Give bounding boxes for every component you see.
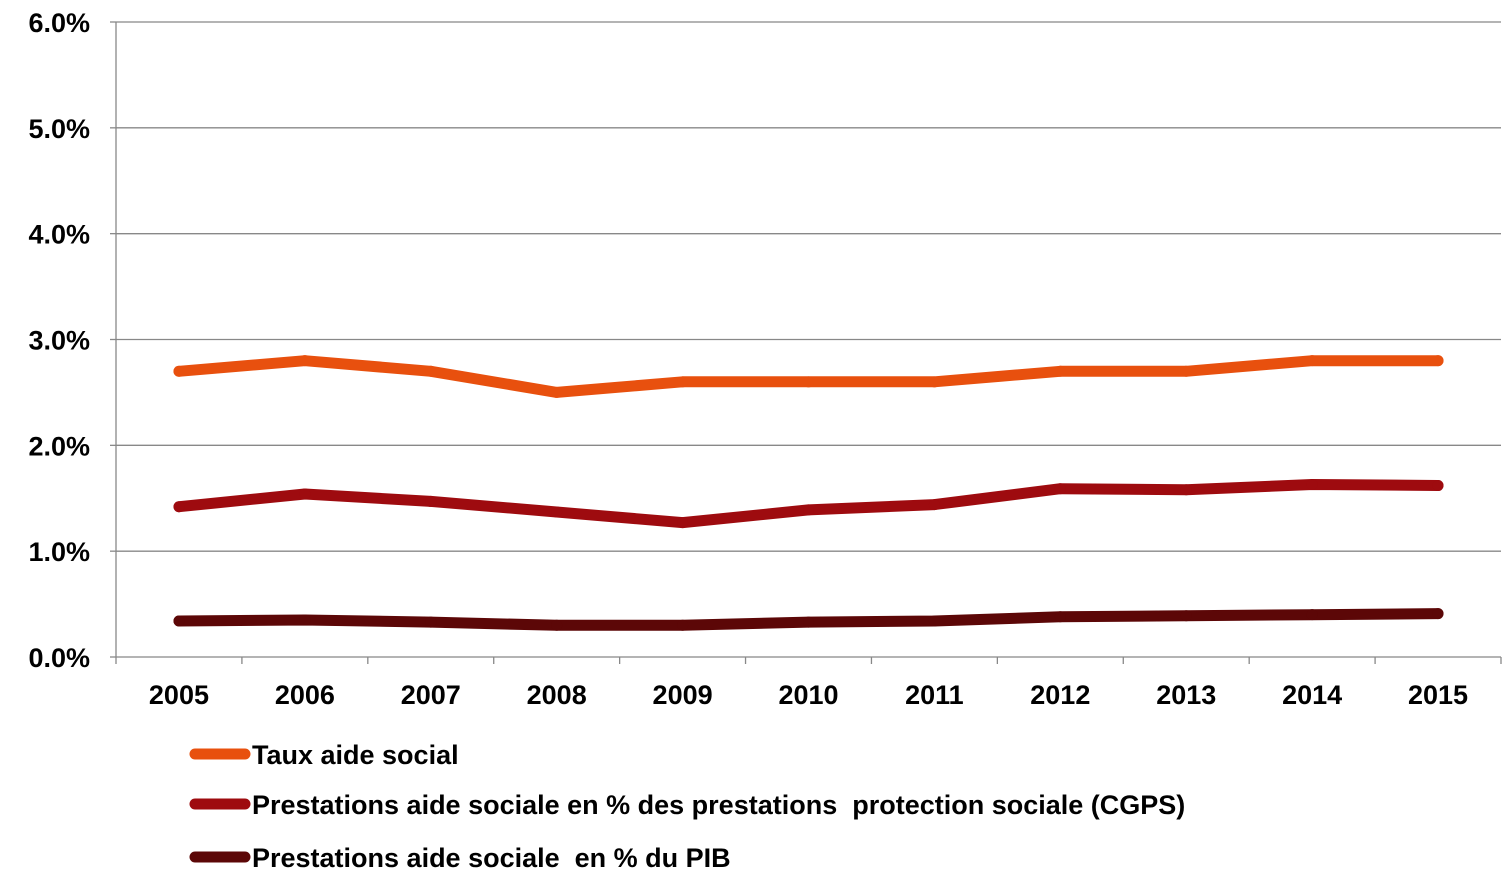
data-point-s0-0 xyxy=(173,365,185,377)
data-point-s1-4 xyxy=(677,517,689,529)
data-point-s2-3 xyxy=(551,619,563,631)
y-tick-label: 3.0% xyxy=(28,326,90,356)
data-point-s1-6 xyxy=(928,499,940,511)
y-tick-label: 1.0% xyxy=(28,537,90,567)
legend-item-0: Taux aide social xyxy=(189,740,459,770)
data-point-s1-5 xyxy=(803,504,814,516)
y-tick-label: 5.0% xyxy=(28,114,90,144)
data-point-s1-0 xyxy=(173,501,185,513)
data-point-s1-8 xyxy=(1180,484,1192,496)
legend-label: Prestations aide sociale en % du PIB xyxy=(252,843,731,870)
data-point-s0-1 xyxy=(299,355,311,367)
data-point-s2-8 xyxy=(1180,610,1192,622)
y-tick-label: 6.0% xyxy=(28,8,90,38)
x-tick-label: 2009 xyxy=(653,680,713,710)
data-point-s2-9 xyxy=(1306,609,1318,621)
data-point-s2-10 xyxy=(1432,608,1444,620)
legend-label: Taux aide social xyxy=(252,740,459,770)
data-point-s0-6 xyxy=(928,376,940,388)
x-tick-label: 2013 xyxy=(1156,680,1216,710)
data-point-s0-4 xyxy=(677,376,689,388)
data-point-s0-10 xyxy=(1432,355,1444,367)
x-tick-label: 2011 xyxy=(905,680,964,710)
data-point-s2-7 xyxy=(1054,611,1066,623)
legend: Taux aide social Prestations aide sociale… xyxy=(189,740,1185,873)
x-tick-label: 2008 xyxy=(527,680,587,710)
x-tick-label: 2012 xyxy=(1030,680,1090,710)
data-point-s0-9 xyxy=(1306,355,1318,367)
data-point-s0-2 xyxy=(425,365,437,377)
x-tick-label: 2006 xyxy=(275,680,335,710)
series-line-1 xyxy=(173,479,1444,529)
data-point-s1-1 xyxy=(299,488,311,500)
legend-item-2: Prestations aide sociale en % du PIB xyxy=(189,843,731,873)
series-lines xyxy=(173,355,1444,631)
gridlines xyxy=(116,21,1501,552)
data-point-s1-9 xyxy=(1306,478,1318,490)
data-point-s2-4 xyxy=(677,619,689,631)
x-tick-label: 2014 xyxy=(1282,680,1342,710)
x-tick-label: 2007 xyxy=(401,680,461,710)
x-tick-label: 2010 xyxy=(778,680,838,710)
data-point-s2-5 xyxy=(803,616,814,628)
y-tick-label: 0.0% xyxy=(28,643,90,673)
y-tick-label: 2.0% xyxy=(28,431,90,461)
y-tick-label: 4.0% xyxy=(28,220,90,250)
data-point-s2-2 xyxy=(425,616,437,628)
axes: 0.0% 1.0% 2.0% 3.0% 4.0% 5.0% 6.0% 2005 2006 2007… xyxy=(28,8,1502,710)
x-tick-label: 2005 xyxy=(149,680,209,710)
legend-label: Prestations aide sociale en % des presta… xyxy=(252,790,1185,820)
x-tick-label: 2015 xyxy=(1408,680,1468,710)
data-point-s2-0 xyxy=(173,615,185,627)
legend-item-1: Prestations aide sociale en % des presta… xyxy=(189,790,1185,820)
data-point-s0-8 xyxy=(1180,365,1192,377)
data-point-s2-6 xyxy=(928,615,940,627)
data-point-s0-3 xyxy=(551,386,563,398)
data-point-s1-10 xyxy=(1432,480,1444,492)
data-point-s1-2 xyxy=(425,495,437,507)
data-point-s0-5 xyxy=(803,376,814,388)
data-point-s2-1 xyxy=(299,614,311,626)
data-point-s1-7 xyxy=(1054,483,1066,495)
data-point-s1-3 xyxy=(551,506,563,518)
data-point-s0-7 xyxy=(1054,365,1066,377)
